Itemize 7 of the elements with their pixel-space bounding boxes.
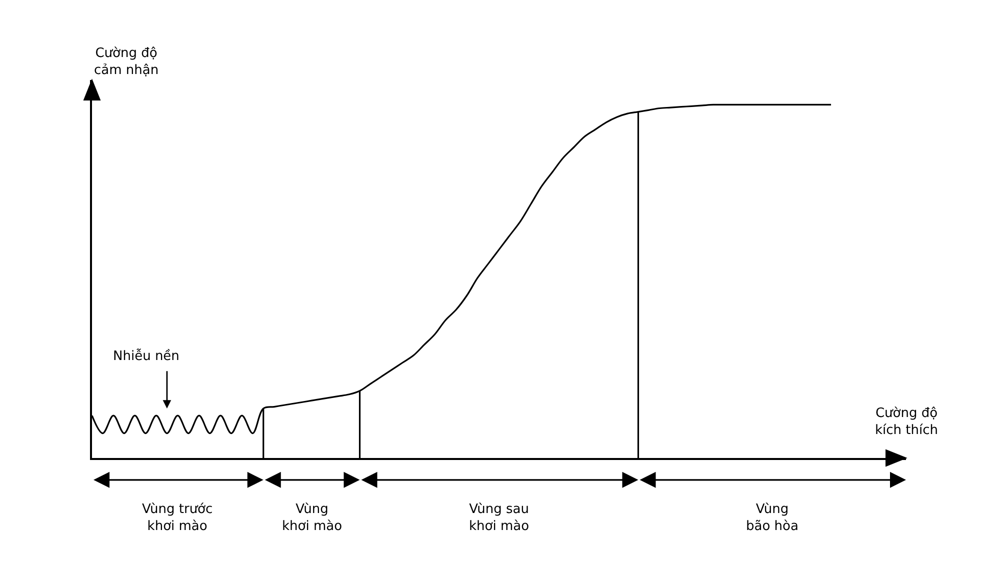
text: Vùng trước khơi mào bbox=[142, 502, 213, 534]
y-axis-title: Cường độ cảm nhận bbox=[94, 46, 159, 78]
annotation: Nhiễu nền bbox=[113, 348, 180, 364]
text: Vùng khơi mào bbox=[282, 502, 342, 534]
x-axis-title: Cường độ kích thích bbox=[875, 406, 938, 438]
text: Vùng bão hòa bbox=[746, 502, 798, 534]
text: Vùng sau khơi mào bbox=[469, 502, 530, 534]
